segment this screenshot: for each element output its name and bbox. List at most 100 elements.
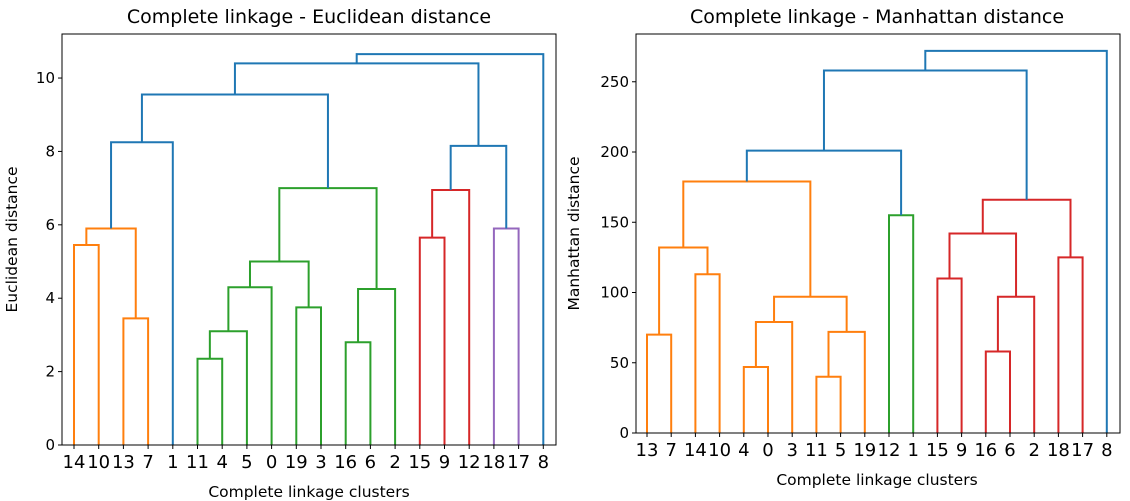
leaf-label: 19 [853, 440, 876, 461]
cluster-link [936, 277, 963, 433]
leaf-label: 18 [482, 452, 505, 473]
cluster-link [984, 350, 1011, 433]
leaf-label: 4 [216, 452, 227, 473]
cluster-link [996, 295, 1036, 433]
cluster-links [73, 53, 545, 445]
leaf-label: 5 [241, 452, 252, 473]
y-tick-label: 8 [45, 142, 55, 160]
leaf-label: 3 [786, 440, 797, 461]
dendrogram-manhattan: Complete linkage - Manhattan distance 0 5… [565, 6, 1121, 489]
cluster-link [815, 375, 842, 433]
cluster-link [948, 232, 1018, 297]
leaf-label: 4 [738, 440, 749, 461]
leaf-label: 1 [167, 452, 178, 473]
chart-title: Complete linkage - Manhattan distance [690, 6, 1064, 28]
y-tick-label: 50 [610, 354, 629, 372]
leaf-label: 15 [408, 452, 431, 473]
cluster-link [73, 244, 100, 445]
leaf-labels: 14 10 13 7 1 11 4 5 0 19 3 16 6 2 15 9 12 18 17 8 [63, 445, 549, 473]
cluster-link [355, 53, 545, 445]
leaf-label: 7 [665, 440, 676, 461]
y-tick-label: 200 [600, 143, 629, 161]
cluster-link [233, 62, 480, 146]
y-tick-label: 6 [45, 216, 55, 234]
x-axis-label: Complete linkage clusters [776, 471, 977, 489]
y-axis-ticks: 0 2 4 6 8 10 [36, 69, 62, 454]
leaf-label: 13 [112, 452, 135, 473]
cluster-link [122, 317, 150, 445]
leaf-label: 0 [762, 440, 773, 461]
cluster-link [773, 295, 848, 332]
y-tick-label: 0 [619, 424, 629, 442]
y-axis-label: Manhattan distance [565, 156, 583, 310]
leaf-label: 19 [285, 452, 308, 473]
leaf-label: 1 [907, 440, 918, 461]
cluster-link [492, 227, 520, 445]
cluster-link [449, 144, 508, 229]
leaf-label: 9 [956, 440, 967, 461]
cluster-link [227, 286, 273, 445]
y-tick-label: 250 [600, 73, 629, 91]
cluster-link [694, 273, 721, 433]
cluster-link [827, 330, 866, 433]
leaf-label: 16 [974, 440, 997, 461]
cluster-link [924, 49, 1108, 433]
dendrogram-euclidean: Complete linkage - Euclidean distance 0 2… [3, 6, 557, 501]
leaf-label: 17 [1071, 440, 1094, 461]
leaf-label: 14 [684, 440, 707, 461]
y-tick-label: 2 [45, 363, 55, 381]
leaf-label: 7 [142, 452, 153, 473]
leaf-label: 2 [389, 452, 400, 473]
leaf-label: 8 [538, 452, 549, 473]
leaf-label: 0 [266, 452, 277, 473]
leaf-label: 6 [1004, 440, 1015, 461]
x-axis-label: Complete linkage clusters [208, 483, 409, 501]
y-tick-label: 100 [600, 284, 629, 302]
cluster-link [248, 260, 310, 308]
cluster-link [888, 214, 915, 433]
cluster-link [754, 321, 794, 433]
leaf-label: 2 [1028, 440, 1039, 461]
leaf-label: 10 [708, 440, 731, 461]
y-tick-label: 0 [45, 436, 55, 454]
leaf-label: 11 [186, 452, 209, 473]
leaf-label: 18 [1047, 440, 1070, 461]
cluster-link [357, 288, 397, 445]
cluster-link [278, 187, 378, 290]
cluster-link [208, 330, 248, 445]
cluster-link [418, 236, 446, 445]
cluster-link [431, 188, 471, 445]
plot-frame [635, 33, 1121, 434]
cluster-link [646, 333, 673, 433]
cluster-link [682, 180, 812, 297]
y-tick-label: 10 [36, 69, 55, 87]
leaf-label: 9 [439, 452, 450, 473]
plot-frame [61, 33, 557, 446]
leaf-label: 16 [334, 452, 357, 473]
leaf-label: 17 [507, 452, 530, 473]
leaf-label: 10 [87, 452, 110, 473]
cluster-link [822, 69, 1028, 200]
y-tick-label: 4 [45, 289, 55, 307]
leaf-label: 6 [365, 452, 376, 473]
cluster-link [658, 246, 709, 335]
leaf-label: 14 [63, 452, 86, 473]
cluster-link [85, 227, 137, 319]
leaf-label: 12 [458, 452, 481, 473]
leaf-labels: 13 7 14 10 4 0 3 11 5 19 12 1 15 9 16 6 2 18 17 8 [636, 433, 1113, 461]
leaf-label: 5 [835, 440, 846, 461]
leaf-label: 8 [1101, 440, 1112, 461]
leaf-label: 13 [636, 440, 659, 461]
y-axis-label: Euclidean distance [3, 166, 21, 312]
cluster-link [742, 365, 769, 433]
leaf-label: 11 [805, 440, 828, 461]
cluster-link [745, 149, 903, 216]
leaf-label: 12 [878, 440, 901, 461]
cluster-link [196, 357, 224, 445]
leaf-label: 15 [926, 440, 949, 461]
cluster-link [1057, 256, 1084, 433]
cluster-link [110, 141, 174, 445]
chart-title: Complete linkage - Euclidean distance [127, 6, 491, 28]
y-axis-ticks: 0 50 100 150 200 250 [600, 73, 636, 442]
